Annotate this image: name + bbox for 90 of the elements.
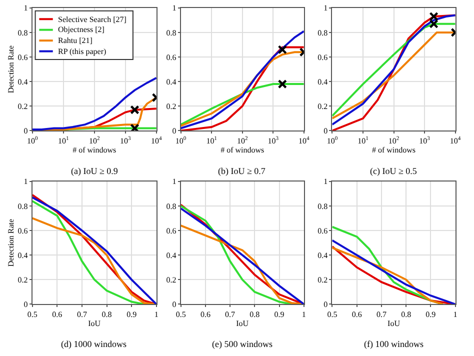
x-tick-label: 0.5 <box>27 310 38 319</box>
y-tick-label: 0.4 <box>18 250 28 260</box>
x-tick-label: 10$^{1}$ <box>58 136 69 146</box>
y-tick-label: 0.2 <box>318 275 328 284</box>
y-tick-label: 0 <box>24 300 28 310</box>
text: (d) 1000 windows <box>61 339 127 349</box>
x-tick-label: 10$^{3}$ <box>268 136 279 146</box>
line-series <box>32 76 156 130</box>
x-tick-label: 10$^{4}$ <box>151 136 162 146</box>
y-tick-label: 1 <box>24 4 28 13</box>
legend-label: Rahtu [21] <box>58 36 93 45</box>
y-tick-label: 1 <box>172 4 176 13</box>
x-axis-title: IoU <box>236 318 249 328</box>
x-tick-label: 10$^{2}$ <box>236 136 248 146</box>
y-tick-label: 0.2 <box>318 102 328 111</box>
x-axis-title: IoU <box>388 318 400 328</box>
y-tick-label: 0.4 <box>18 77 28 86</box>
x-tick-label: 10$^{2}$ <box>88 136 100 146</box>
x-tick-label: 10$^{1}$ <box>206 136 218 146</box>
y-tick-label: 0.6 <box>166 52 176 62</box>
y-tick-label: 0 <box>324 300 328 310</box>
legend-label: Selective Search [27] <box>58 15 127 24</box>
text: (b) IoU ≥ 0.7 <box>218 166 266 176</box>
x-axis-title: # of windows <box>220 145 264 154</box>
x-tick-label: 0.5 <box>176 310 186 319</box>
y-tick-label: 1 <box>172 177 176 186</box>
y-tick-label: 0 <box>172 300 176 310</box>
legend-label: Objectness [2] <box>58 25 105 34</box>
x-tick-label: 1 <box>154 310 158 319</box>
y-tick-label: 0.8 <box>318 28 328 38</box>
text: (c) IoU ≥ 0.5 <box>370 166 418 176</box>
x-tick-label: 0.6 <box>52 310 62 319</box>
x-tick-label: 0.6 <box>200 310 210 319</box>
y-tick-label: 1 <box>324 177 328 186</box>
x-tick-label: 10$^{2}$ <box>388 136 400 146</box>
y-axis-title: Detection Rate <box>6 218 16 267</box>
y-tick-label: 0.6 <box>318 52 328 62</box>
x-tick-label: 10$^{0}$ <box>26 136 38 146</box>
y-tick-label: 0.8 <box>318 202 328 211</box>
y-tick-label: 1 <box>324 4 328 13</box>
x-tick-label: 0.8 <box>250 310 260 319</box>
x-tick-label: 0.7 <box>76 310 87 319</box>
x-tick-label: 10$^{3}$ <box>419 136 430 146</box>
y-tick-label: 0 <box>324 126 328 136</box>
x-tick-label: 10$^{0}$ <box>175 136 186 146</box>
y-tick-label: 0.6 <box>166 226 176 236</box>
y-tick-label: 0.6 <box>318 226 328 236</box>
y-tick-label: 0.4 <box>318 77 328 86</box>
y-tick-label: 0.2 <box>166 275 176 284</box>
y-tick-label: 0.8 <box>166 28 176 38</box>
y-tick-label: 0.8 <box>18 28 28 38</box>
line-series <box>32 217 156 304</box>
y-tick-label: 0.4 <box>166 250 176 260</box>
y-tick-label: 0.8 <box>18 202 28 211</box>
x-tick-label: 0.9 <box>274 310 284 319</box>
legend-label: RP (this paper) <box>58 47 106 56</box>
x-axis-title: IoU <box>88 318 101 328</box>
y-tick-label: 0.2 <box>18 102 28 111</box>
x-tick-label: 0.8 <box>102 310 112 319</box>
text: (f) 100 windows <box>364 339 424 349</box>
x-tick-label: 10$^{4}$ <box>298 136 310 146</box>
y-tick-label: 0.8 <box>166 202 176 211</box>
y-tick-label: 1 <box>24 177 28 186</box>
line-series <box>180 224 304 304</box>
x-tick-label: 0.7 <box>376 310 386 319</box>
text: (e) 500 windows <box>212 339 273 349</box>
x-tick-label: 0.9 <box>426 310 436 319</box>
x-tick-label: 1 <box>453 310 458 319</box>
y-tick-label: 0.6 <box>18 226 28 236</box>
x-tick-label: 10$^{3}$ <box>120 136 131 146</box>
x-axis-title: # of windows <box>72 145 116 154</box>
x-tick-label: 0.8 <box>401 310 412 319</box>
x-tick-label: 0.6 <box>352 310 362 319</box>
x-tick-label: 0.5 <box>327 310 338 319</box>
x-tick-label: 0.7 <box>225 310 236 319</box>
y-tick-label: 0 <box>172 126 176 136</box>
y-axis-title: Detection Rate <box>6 44 16 94</box>
x-axis-title: # of windows <box>372 145 416 154</box>
y-tick-label: 0.4 <box>166 77 176 86</box>
x-tick-label: 10$^{4}$ <box>450 136 461 146</box>
y-tick-label: 0 <box>24 126 28 136</box>
x-tick-label: 10$^{0}$ <box>326 136 338 146</box>
y-tick-label: 0.6 <box>18 52 28 62</box>
text: (a) IoU ≥ 0.9 <box>71 166 118 176</box>
x-tick-label: 0.9 <box>126 310 137 319</box>
y-tick-label: 0.2 <box>166 102 176 111</box>
y-tick-label: 0.4 <box>318 250 328 260</box>
x-tick-label: 10$^{1}$ <box>358 136 369 146</box>
y-tick-label: 0.2 <box>18 275 28 284</box>
x-tick-label: 1 <box>302 310 306 319</box>
